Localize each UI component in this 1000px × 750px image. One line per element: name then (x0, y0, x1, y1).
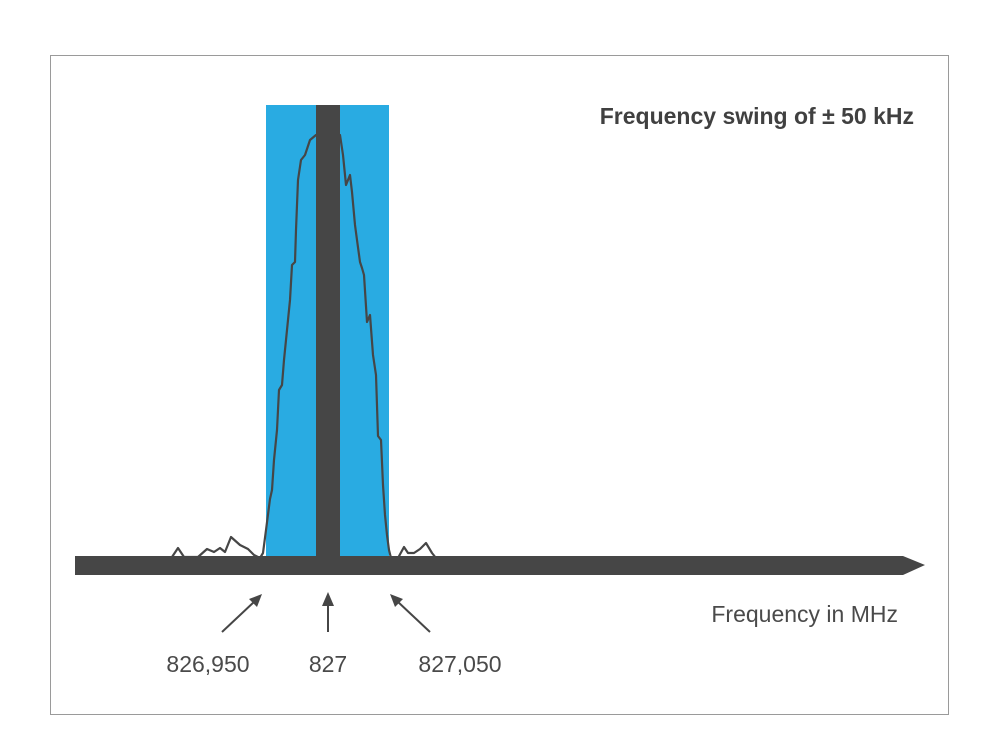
diagram-frame (50, 55, 949, 715)
high-frequency-label: 827,050 (418, 651, 501, 677)
diagram-title: Frequency swing of ± 50 kHz (600, 103, 914, 129)
frequency-axis-arrow (75, 556, 925, 575)
axis-label: Frequency in MHz (711, 601, 898, 627)
high-frequency-arrow (390, 594, 431, 633)
center-frequency-bar (316, 105, 340, 565)
center-frequency-arrow (322, 592, 334, 632)
low-frequency-arrow (221, 594, 262, 633)
low-frequency-label: 826,950 (166, 651, 249, 677)
center-frequency-label: 827 (309, 651, 347, 677)
signal-envelope (159, 133, 437, 560)
